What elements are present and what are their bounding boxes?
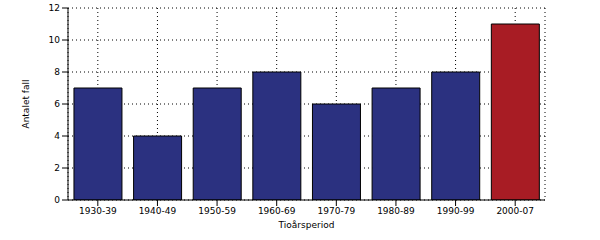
svg-text:0: 0	[54, 195, 60, 205]
svg-text:2: 2	[54, 163, 60, 173]
svg-text:6: 6	[54, 99, 60, 109]
svg-text:1940-49: 1940-49	[139, 206, 177, 216]
svg-text:12: 12	[49, 3, 60, 13]
svg-text:1970-79: 1970-79	[318, 206, 356, 216]
svg-text:Antalet fall: Antalet fall	[21, 79, 31, 128]
svg-text:10: 10	[49, 35, 61, 45]
svg-text:1930-39: 1930-39	[79, 206, 117, 216]
svg-text:Tioårsperiod: Tioårsperiod	[278, 220, 335, 230]
svg-text:1980-89: 1980-89	[377, 206, 415, 216]
svg-text:4: 4	[54, 131, 60, 141]
svg-text:1990-99: 1990-99	[437, 206, 475, 216]
svg-text:8: 8	[54, 67, 60, 77]
svg-text:1950-59: 1950-59	[198, 206, 236, 216]
svg-text:2000-07: 2000-07	[496, 206, 534, 216]
svg-text:1960-69: 1960-69	[258, 206, 296, 216]
